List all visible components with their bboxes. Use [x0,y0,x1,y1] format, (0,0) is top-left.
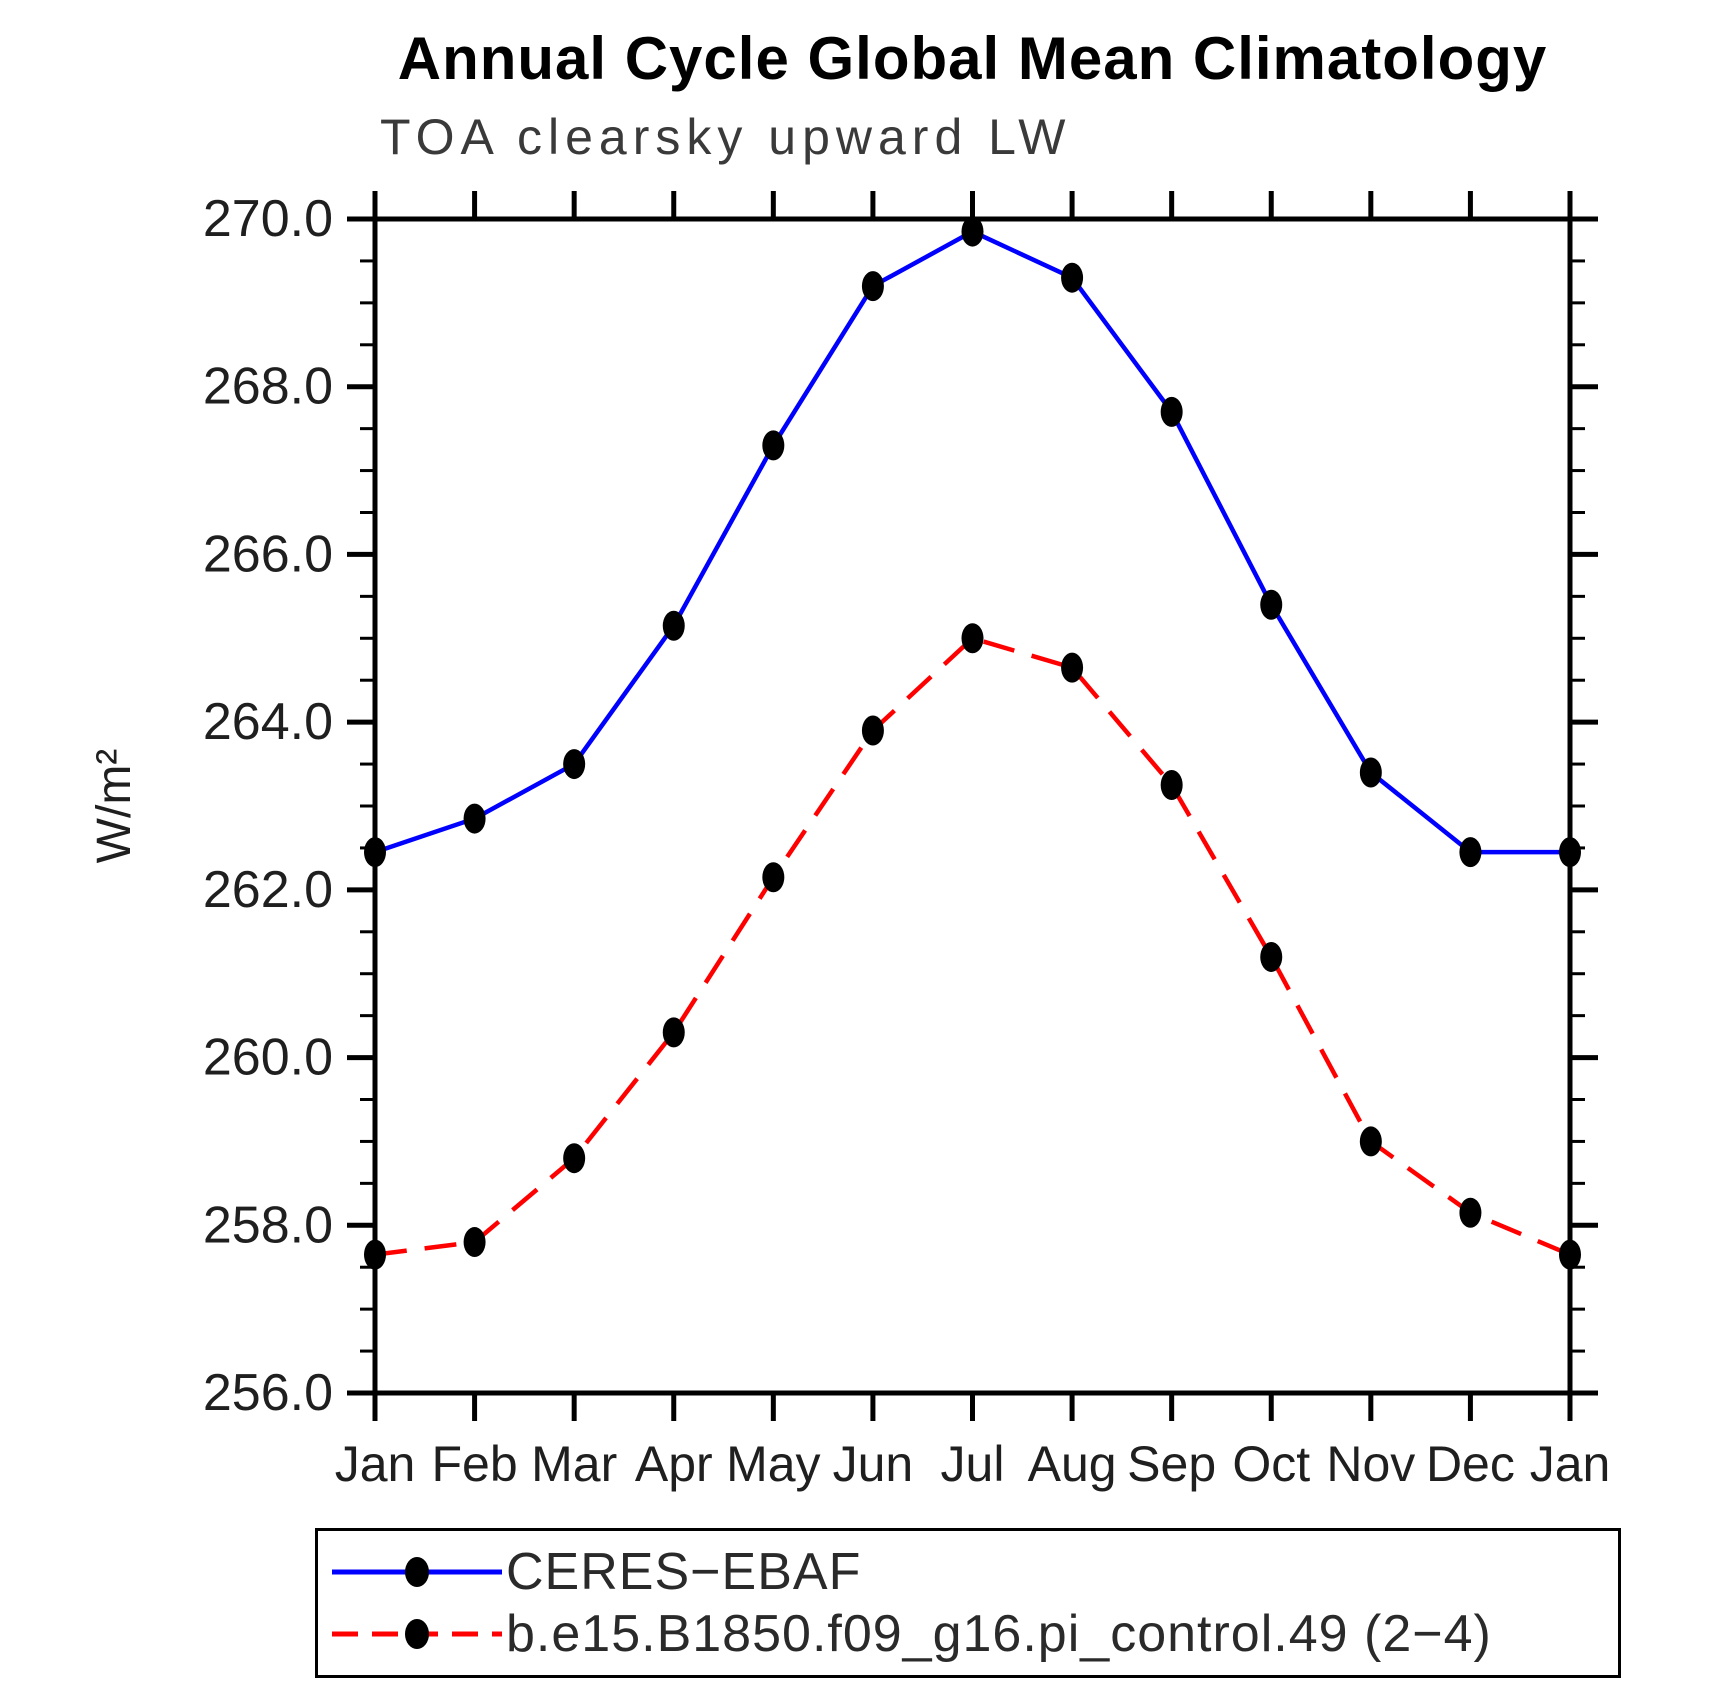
y-tick-label: 256.0 [203,1364,333,1422]
x-tick-label: Mar [531,1436,617,1492]
series-0-marker [364,837,386,868]
series-0-marker [563,749,586,780]
series-1-marker [1559,1239,1581,1270]
x-tick-label: Sep [1127,1436,1216,1492]
y-tick-label: 264.0 [203,693,333,751]
series-1-marker [762,862,785,893]
series-1-marker [961,623,984,654]
x-tick-label: Feb [431,1436,517,1492]
series-1-marker [662,1017,685,1048]
series-0-marker [1359,757,1382,788]
series-line-1 [374,635,1571,1257]
series-1-marker [1160,770,1183,801]
x-tick-label: Jul [941,1436,1005,1492]
series-0-marker [861,271,884,302]
series-0-marker [1459,837,1482,868]
series-1-marker [1359,1126,1382,1157]
y-tick-label: 258.0 [203,1196,333,1254]
series-0-marker [762,430,785,461]
series-1-marker [861,715,884,746]
series-0-marker [1061,262,1084,293]
legend-item-ceres-ebaf: CERES−EBAF [328,1544,1618,1600]
series-1-marker [364,1239,386,1270]
y-tick-label: 260.0 [203,1029,333,1087]
series-0-marker [961,216,984,247]
plot-area: Jan Feb Mar Apr May Jun Jul Aug Sep Oct Nov Dec Jan2… [88,190,1611,1492]
y-tick-label: 266.0 [203,525,333,583]
x-tick-label: Aug [1028,1436,1117,1492]
legend-line-sample-solid [332,1557,502,1587]
series-0-marker [662,610,685,641]
x-tick-label: Dec [1426,1436,1515,1492]
y-tick-label: 270.0 [203,190,333,248]
chart-subtitle: TOA clearsky upward LW [380,109,1072,165]
series-0-marker [1559,837,1581,868]
legend-label-pi-control: b.e15.B1850.f09_g16.pi_control.49 (2−4) [506,1605,1492,1663]
x-tick-label: Oct [1232,1436,1310,1492]
y-tick-label: 268.0 [203,358,333,416]
series-1-marker [563,1143,586,1174]
x-tick-label: Jun [833,1436,914,1492]
legend-item-pi-control: b.e15.B1850.f09_g16.pi_control.49 (2−4) [328,1606,1618,1662]
x-tick-label: Apr [635,1436,713,1492]
y-tick-label: 262.0 [203,861,333,919]
legend-label-ceres-ebaf: CERES−EBAF [506,1543,862,1601]
chart-title: Annual Cycle Global Mean Climatology [397,25,1548,92]
x-tick-label: Nov [1326,1436,1415,1492]
series-1-marker [1260,941,1283,972]
series-line-0 [374,229,1570,855]
series-1-marker [463,1227,486,1258]
plot-frame [372,216,1573,1396]
series-0-marker [1160,396,1183,427]
legend-line-sample-dashed [332,1619,502,1649]
x-tick-label: May [726,1436,820,1492]
x-tick-label: Jan [335,1436,416,1492]
series-0-marker [463,803,486,834]
x-tick-label: Jan [1530,1436,1611,1492]
y-axis-title: W/m² [88,749,141,864]
series-1-marker [1061,652,1084,683]
series-0-marker [1260,589,1283,620]
series-1-marker [1459,1197,1482,1228]
legend-sample-marker [405,1619,429,1649]
legend: CERES−EBAF b.e15.B1850.f09_g16.pi_contro… [315,1528,1621,1678]
legend-sample-marker [405,1557,429,1587]
